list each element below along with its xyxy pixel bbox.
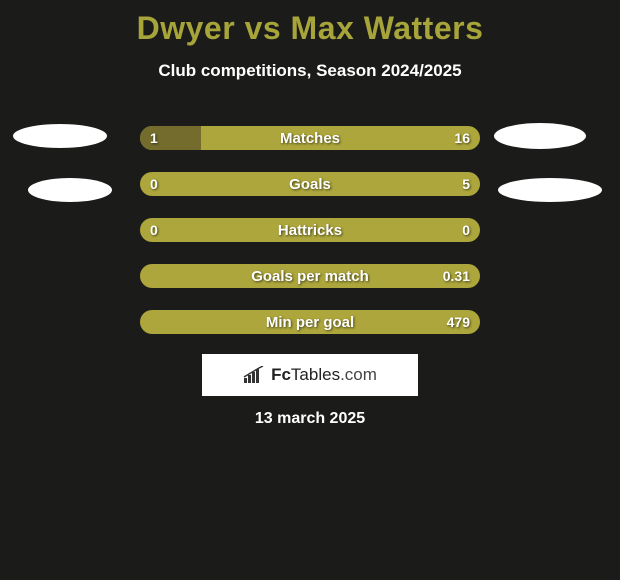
stat-row: Hattricks0 0 bbox=[140, 218, 480, 242]
stat-row-value-right: 0.31 bbox=[443, 264, 470, 288]
stat-row-label: Goals bbox=[140, 172, 480, 196]
stat-row-value-right: 479 bbox=[447, 310, 470, 334]
source-badge[interactable]: FcTables.com bbox=[202, 354, 418, 396]
stat-row-value-right: 16 bbox=[454, 126, 470, 150]
placeholder-oval bbox=[13, 124, 107, 148]
page-title: Dwyer vs Max Watters bbox=[0, 0, 620, 47]
brand-part-c: .com bbox=[340, 365, 377, 384]
stat-row-label: Goals per match bbox=[140, 264, 480, 288]
stat-row-label: Min per goal bbox=[140, 310, 480, 334]
stat-row-label: Hattricks bbox=[140, 218, 480, 242]
stat-row: Matches1 16 bbox=[140, 126, 480, 150]
stat-row: Min per goal479 bbox=[140, 310, 480, 334]
stat-row: Goals0 5 bbox=[140, 172, 480, 196]
stat-row: Goals per match0.31 bbox=[140, 264, 480, 288]
source-brand: FcTables.com bbox=[271, 365, 377, 385]
stat-row-label: Matches bbox=[140, 126, 480, 150]
stat-row-value-right: 5 bbox=[462, 172, 470, 196]
stat-row-value-right: 0 bbox=[462, 218, 470, 242]
page-subtitle: Club competitions, Season 2024/2025 bbox=[0, 61, 620, 81]
stat-row-value-left: 0 bbox=[150, 218, 158, 242]
bars-icon bbox=[243, 366, 265, 384]
brand-part-a: Fc bbox=[271, 365, 291, 384]
stat-row-value-left: 0 bbox=[150, 172, 158, 196]
brand-part-b: Tables bbox=[291, 365, 340, 384]
stat-bars: Matches116Goals05Hattricks00Goals per ma… bbox=[140, 126, 480, 356]
placeholder-oval bbox=[28, 178, 112, 202]
placeholder-oval bbox=[498, 178, 602, 202]
placeholder-oval bbox=[494, 123, 586, 149]
footer-date: 13 march 2025 bbox=[0, 410, 620, 428]
stat-row-value-left: 1 bbox=[150, 126, 158, 150]
chart-container: Dwyer vs Max Watters Club competitions, … bbox=[0, 0, 620, 580]
